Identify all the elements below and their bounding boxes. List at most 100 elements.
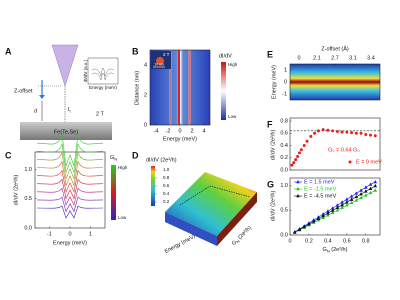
surface-side: [217, 192, 257, 246]
panel-letter: G: [267, 179, 274, 189]
inset-vortex: [156, 57, 164, 65]
y-tick-label: 1.0: [163, 167, 170, 172]
marker: [363, 185, 368, 189]
marker: [340, 205, 344, 210]
y-tick-label: 0.4: [163, 191, 170, 196]
surface-front: [165, 212, 217, 246]
y-tick-label: 0.8: [280, 119, 288, 125]
current-sub: t: [70, 109, 72, 114]
title-sub: N: [114, 157, 117, 162]
spectrum-curve: [36, 152, 104, 181]
x-tick-label: 0: [178, 128, 181, 134]
marker: [294, 158, 298, 162]
y-label: GN (2e²/h): [231, 225, 253, 247]
marker: [354, 131, 358, 135]
marker: [321, 213, 325, 218]
marker: [369, 133, 373, 137]
y-tick-label: 0: [284, 79, 287, 85]
scale-label: 10 nm: [154, 62, 164, 66]
marker: [349, 194, 354, 198]
marker: [311, 219, 316, 223]
x-tick-label: -1: [47, 231, 52, 237]
marker: [345, 130, 349, 134]
current-label: It: [68, 107, 72, 113]
x-label: Energy (meV): [164, 234, 197, 255]
legend-marker: [296, 180, 300, 184]
x-tick-label: 0.2: [305, 238, 313, 244]
marker: [330, 208, 335, 212]
marker: [335, 203, 340, 207]
marker: [302, 144, 306, 148]
marker: [313, 131, 317, 135]
stm-tip: [51, 44, 79, 87]
annotation: G₀ = 0.64 G₀: [328, 147, 360, 153]
y-tick-label: 4: [144, 62, 147, 68]
marker: [373, 134, 377, 138]
inset-curves: [91, 67, 115, 81]
y-tick-label: 0.4: [280, 143, 288, 149]
colorbar-low: Low: [118, 215, 127, 220]
legend-marker: [296, 187, 300, 191]
inset: [87, 57, 119, 85]
marker: [349, 200, 354, 205]
panel-letter: A: [5, 46, 12, 56]
marker: [359, 131, 363, 135]
legend-label: E = 0 meV: [356, 159, 382, 165]
x-tick-label: 1: [89, 231, 92, 237]
marker: [296, 155, 300, 159]
x-tick-label: -4: [154, 128, 159, 134]
sample: [20, 122, 112, 140]
legend-label: E = 1.5 meV: [304, 179, 335, 185]
marker: [354, 198, 359, 202]
marker: [335, 129, 339, 133]
marker: [302, 224, 307, 229]
spectrum-curve: [36, 178, 104, 200]
marker: [340, 130, 344, 134]
spectrum-curve: [36, 187, 104, 206]
y-tick-label: 2: [144, 92, 147, 98]
panel-letter: C: [5, 150, 12, 160]
heatmap-streak: [178, 50, 180, 125]
marker: [309, 134, 313, 138]
y-tick-label: 1: [284, 67, 287, 73]
spectrum-curve: [36, 205, 104, 219]
panel-d: D dI/dV (2e²/h) Energy (meV) GN (2e²/h): [132, 150, 257, 255]
colorbar-title: dI/dV: [219, 53, 232, 59]
label-base: G: [231, 240, 238, 247]
y-tick-label: 0.6: [280, 131, 288, 137]
marker: [330, 206, 335, 210]
marker: [359, 188, 363, 192]
panel-letter: F: [267, 119, 273, 129]
label-unit: (2e²/h): [330, 247, 348, 253]
marker: [335, 205, 340, 210]
y-tick-label: -1: [282, 91, 287, 97]
spectrum-curve: [36, 169, 104, 194]
panel-letter: B: [132, 46, 139, 56]
marker: [297, 227, 302, 231]
y-label: dI/dV (2e²/h): [270, 130, 276, 161]
marker: [321, 215, 325, 219]
marker: [299, 148, 303, 152]
marker: [359, 195, 363, 200]
marker: [331, 129, 335, 133]
colorbar: [221, 62, 226, 120]
marker: [354, 191, 359, 195]
marker: [350, 131, 354, 135]
marker: [354, 194, 359, 199]
y-tick-label: 0.0: [280, 167, 288, 173]
plot-frame: [289, 117, 381, 171]
marker: [373, 183, 378, 188]
title-base: G: [110, 155, 114, 161]
x-tick-label: 0: [288, 238, 291, 244]
y-label: Energy (meV): [271, 65, 277, 99]
heatmap-streak: [188, 50, 191, 125]
x-tick-label: 4: [202, 128, 205, 134]
y-tick-label: 0.5: [24, 196, 32, 202]
marker: [373, 179, 378, 184]
x-label: Energy (meV): [163, 136, 197, 142]
marker: [290, 163, 294, 167]
z-offset-label: Z-offset: [14, 88, 33, 94]
x-tick-label: 0: [297, 55, 300, 61]
y-label: Distance (nm): [134, 71, 140, 105]
